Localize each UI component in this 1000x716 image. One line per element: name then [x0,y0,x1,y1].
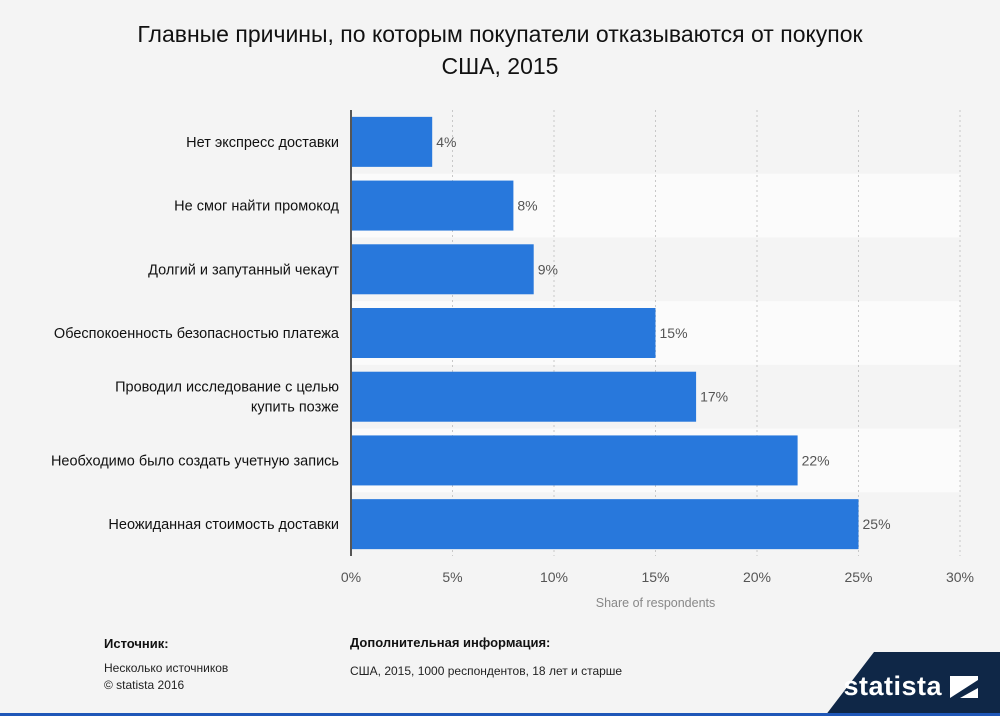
bar [352,371,697,422]
value-label: 15% [660,325,688,341]
bar [352,435,798,486]
bar [352,499,859,550]
chart-title-line-1: Главные причины, по которым покупатели о… [137,21,863,47]
value-label: 4% [436,134,456,150]
x-tick-label: 5% [442,569,462,585]
value-label: 8% [517,198,537,214]
statista-logo-icon [950,676,978,698]
source-line-2: © statista 2016 [104,678,185,692]
value-label: 25% [863,516,891,532]
bar-chart: 4% Нет экспресс доставки 8% Не смог найти п… [51,110,974,610]
x-tick-label: 20% [743,569,771,585]
value-label: 17% [700,389,728,405]
category-label: Проводил исследование с целью купить позж… [115,380,339,416]
category-label: Необходимо было создать учетную запись [51,453,339,469]
x-tick-label: 15% [641,569,669,585]
x-axis-label: Share of respondents [596,596,716,610]
additional-info-heading: Дополнительная информация: [350,635,551,650]
value-label: 22% [802,452,830,468]
chart-title-line-2: США, 2015 [441,53,559,79]
x-tick-label: 25% [844,569,872,585]
category-label: Неожиданная стоимость доставки [108,517,339,533]
chart-title: Главные причины, по которым покупатели о… [0,18,1000,82]
bar [352,308,656,358]
x-tick-label: 30% [946,569,974,585]
source-line-1: Несколько источников [104,661,229,675]
category-label: Долгий и запутанный чекаут [148,262,339,278]
statista-logo-text[interactable]: statista [843,671,942,701]
additional-info-text: США, 2015, 1000 респондентов, 18 лет и с… [350,664,623,678]
category-label: Нет экспресс доставки [186,135,339,151]
source-text: Несколько источников © statista 2016 [104,660,228,694]
category-label: Обеспокоенность безопасностью платежа [54,326,340,342]
bar [352,116,433,167]
category-label: Не смог найти промокод [174,199,339,215]
x-tick-label: 10% [540,569,568,585]
bar [352,244,534,295]
bottom-accent-stripe [0,713,1000,716]
bar [352,180,514,231]
x-tick-label: 0% [341,569,361,585]
value-label: 9% [538,261,558,277]
source-heading: Источник: [104,636,169,651]
